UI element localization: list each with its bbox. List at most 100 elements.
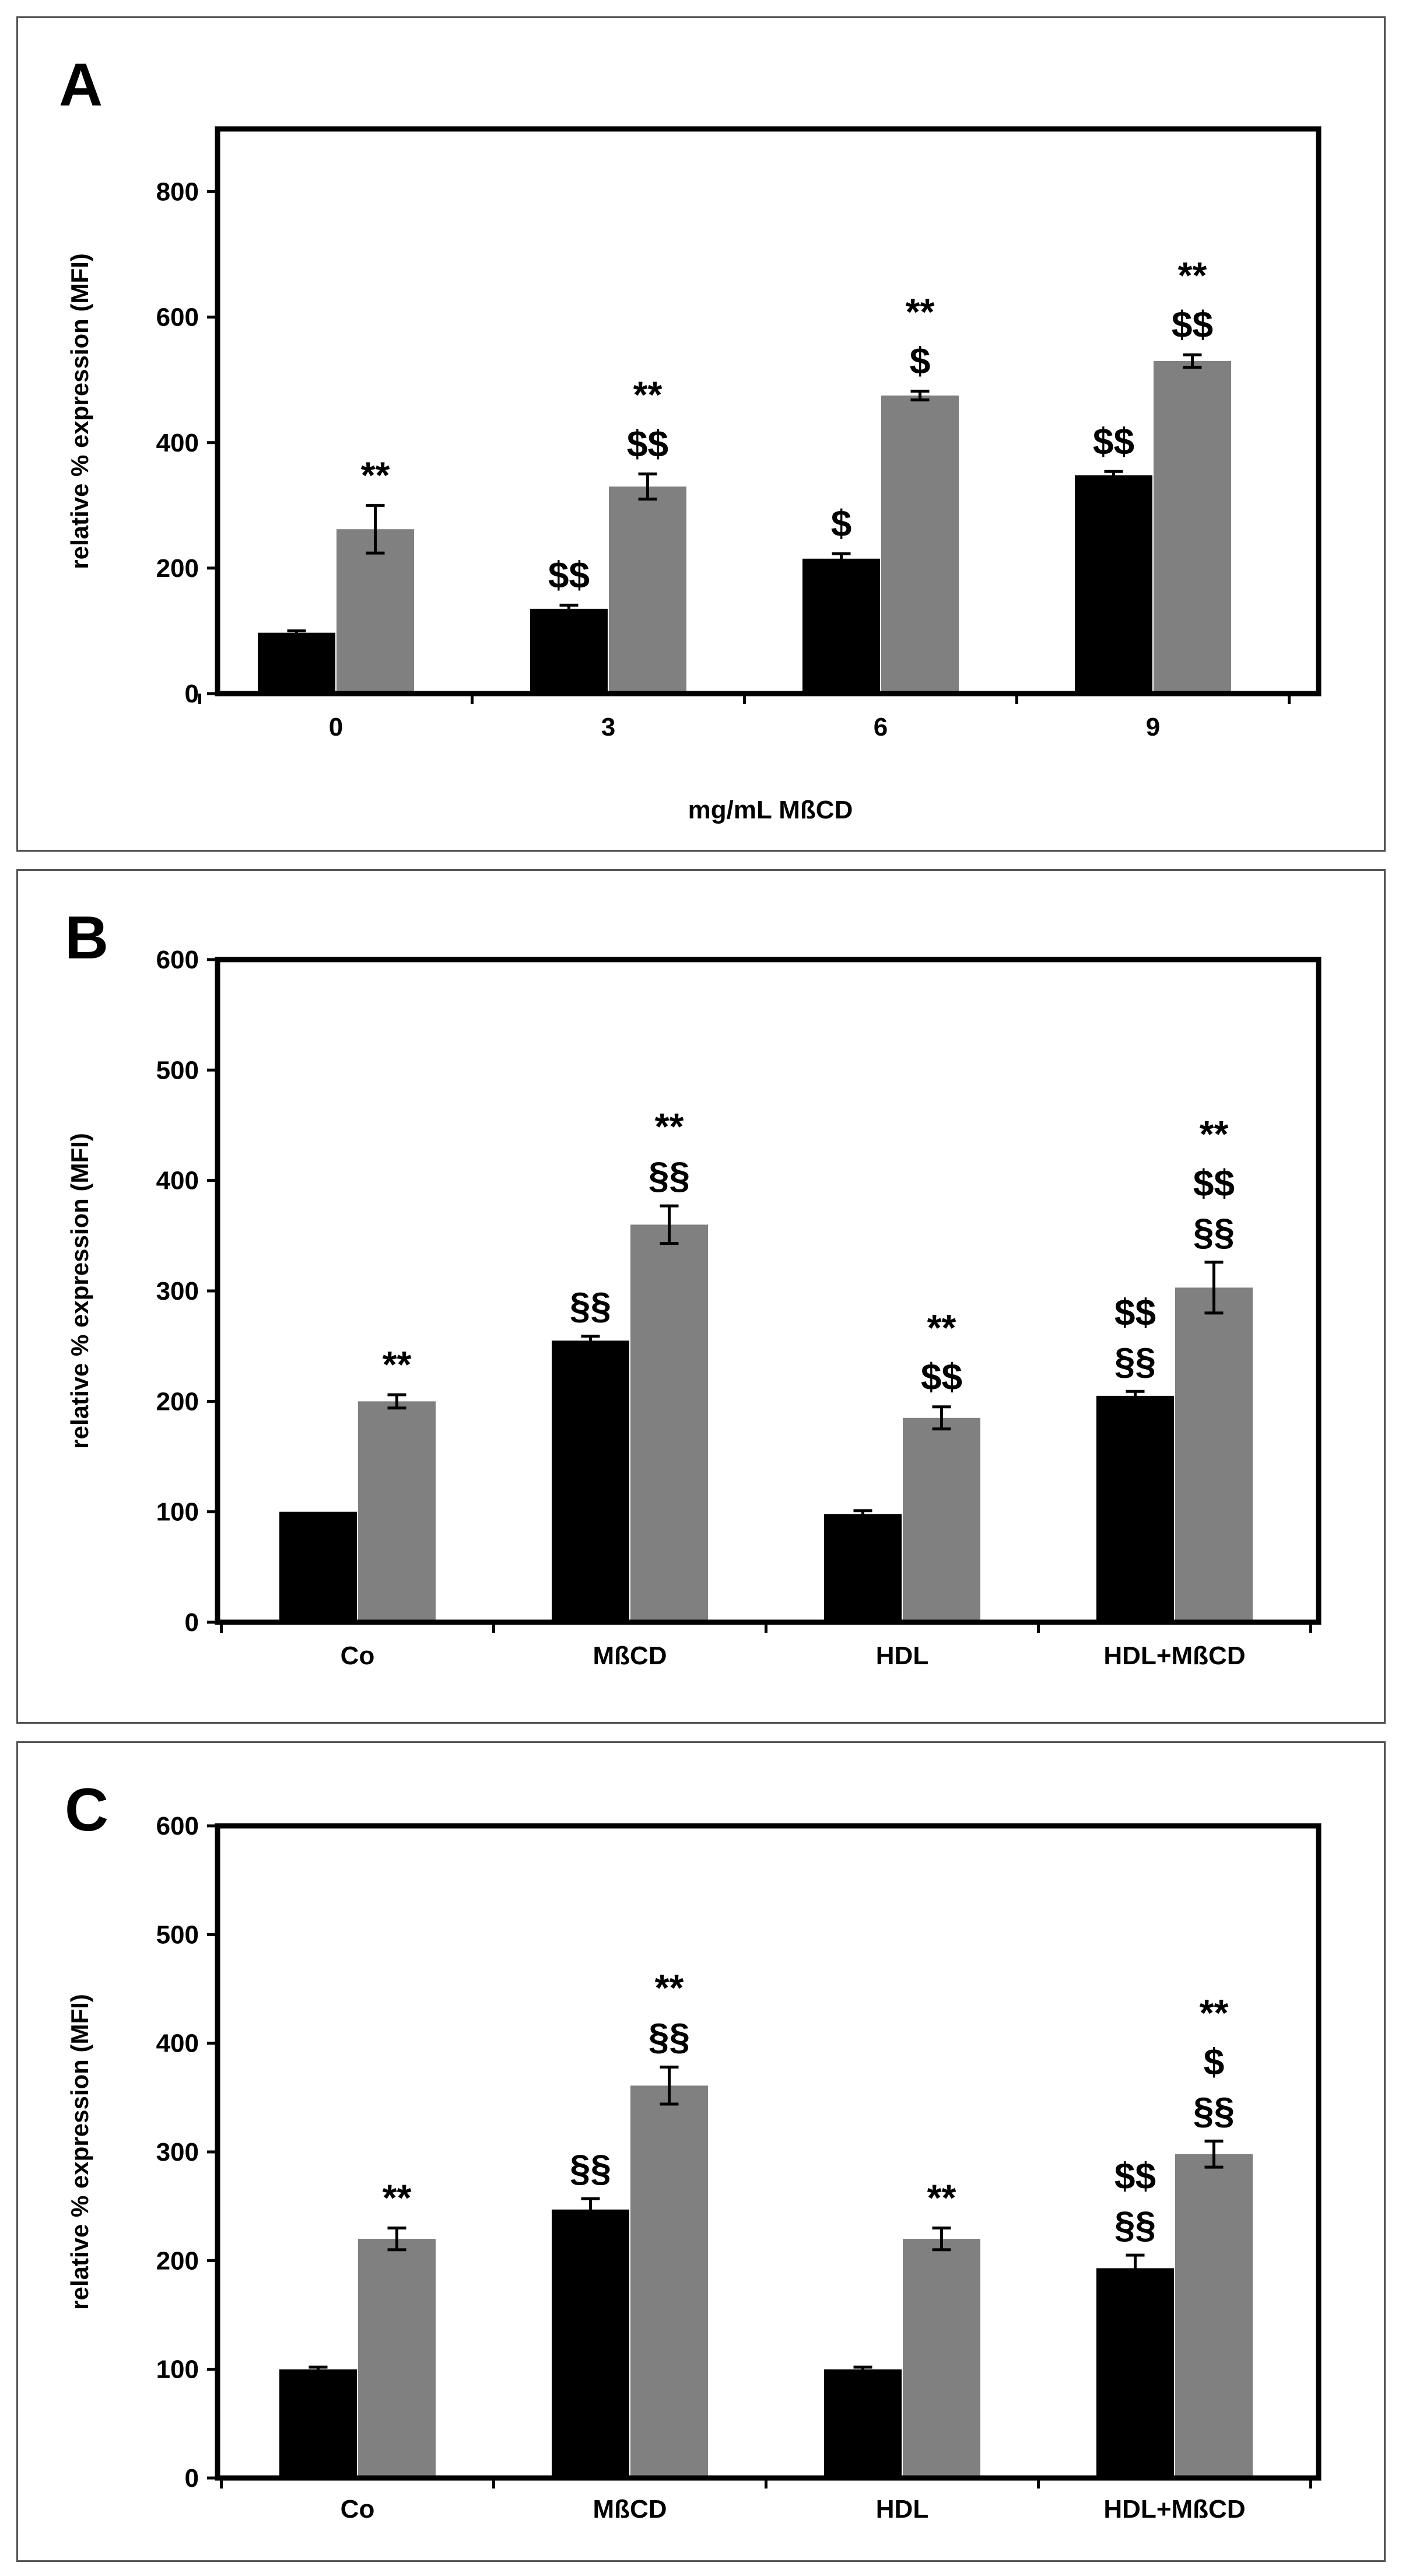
significance-marker: ** [906,291,935,333]
bar-black-1 [530,608,608,694]
bar-black-1 [552,2209,629,2478]
x-category-label: 0 [329,713,343,741]
significance-marker: §§ [570,2147,611,2189]
significance-marker: ** [1178,254,1207,296]
x-category-label: MßCD [593,1642,667,1670]
y-tick-label: 200 [156,1387,199,1416]
significance-marker: $$ [921,1356,962,1398]
y-tick-label: 300 [156,2138,199,2166]
x-category-label: 6 [874,713,888,741]
bar-gray-3 [1175,2154,1253,2478]
plot-frame [215,126,1322,696]
significance-marker: $$ [1172,303,1213,345]
bar-gray-2 [903,2239,980,2478]
y-axis-label: relative % expression (MFI) [66,1994,93,2310]
bar-black-2 [824,1514,902,1622]
significance-marker: ** [927,2176,956,2218]
bar-gray-3 [1154,360,1231,694]
y-tick-label: 300 [156,1277,199,1306]
significance-marker: ** [655,1967,684,2009]
significance-marker: §§ [1114,1340,1156,1382]
y-tick-label: 400 [156,2029,199,2058]
bar-black-1 [552,1340,629,1622]
bar-black-2 [802,558,880,694]
plot-frame [215,957,1322,1625]
y-tick-label: 600 [156,946,199,974]
panel-letter: B [65,904,108,972]
bar-gray-0 [358,2239,436,2478]
y-tick-label: 0 [185,680,199,708]
panel-letter: A [59,51,103,119]
bar-gray-3 [1175,1287,1253,1622]
bar-gray-1 [609,487,686,694]
x-category-label: 3 [601,713,615,741]
significance-marker: §§ [649,1154,690,1196]
significance-marker: $$ [1093,420,1134,462]
bar-gray-1 [630,2085,708,2478]
significance-marker: $ [1204,2041,1225,2082]
bar-black-3 [1096,1395,1174,1622]
significance-marker: ** [655,1105,684,1147]
significance-marker: $$ [627,423,668,465]
x-category-label: HDL [876,2495,928,2524]
y-tick-label: 200 [156,554,199,583]
y-tick-label: 400 [156,429,199,457]
significance-marker: $$ [548,554,590,596]
bar-black-2 [824,2369,902,2478]
significance-marker: ** [361,454,390,496]
y-tick-label: 800 [156,178,199,206]
y-tick-label: 400 [156,1167,199,1195]
bar-black-3 [1075,475,1152,694]
significance-marker: ** [927,1307,956,1349]
significance-marker: §§ [1193,2090,1235,2132]
bar-black-0 [258,632,335,694]
y-tick-label: 100 [156,2356,199,2384]
bar-gray-1 [630,1224,708,1622]
x-category-label: MßCD [593,2495,667,2524]
y-tick-label: 600 [156,303,199,332]
significance-marker: $ [831,502,852,544]
y-tick-label: 500 [156,1920,199,1949]
significance-marker: ** [383,2176,412,2218]
y-tick-label: 500 [156,1056,199,1084]
x-category-label: HDL+MßCD [1103,1642,1245,1670]
significance-marker: ** [383,1343,412,1385]
significance-marker: $ [910,340,931,382]
bar-gray-2 [903,1418,980,1622]
significance-marker: $$ [1114,2155,1156,2197]
y-tick-label: 600 [156,1812,199,1840]
bar-black-0 [279,2369,357,2478]
y-tick-label: 0 [185,1608,199,1637]
y-axis-label: relative % expression (MFI) [66,253,93,569]
bar-black-3 [1096,2268,1174,2478]
significance-marker: §§ [649,2016,690,2058]
bar-gray-0 [358,1401,436,1622]
panel-letter: C [65,1776,108,1844]
y-tick-label: 200 [156,2246,199,2275]
plot-frame [215,1823,1322,2481]
y-tick-label: 0 [185,2464,199,2493]
significance-marker: §§ [1114,2204,1156,2246]
y-axis-label: relative % expression (MFI) [66,1133,93,1449]
x-category-label: 9 [1146,713,1160,741]
bar-gray-2 [881,396,959,694]
significance-marker: $$ [1114,1291,1156,1333]
significance-marker: §§ [1193,1211,1235,1253]
x-axis-label: mg/mL MßCD [688,796,853,824]
x-category-label: HDL+MßCD [1103,2495,1245,2524]
significance-marker: ** [633,374,663,416]
significance-marker: ** [1200,1113,1229,1155]
bar-black-0 [279,1511,357,1622]
x-category-label: HDL [876,1642,928,1670]
significance-marker: §§ [570,1285,611,1327]
significance-marker: $$ [1193,1162,1235,1204]
y-tick-label: 100 [156,1498,199,1527]
x-category-label: Co [341,1642,375,1670]
x-category-label: Co [341,2495,375,2524]
